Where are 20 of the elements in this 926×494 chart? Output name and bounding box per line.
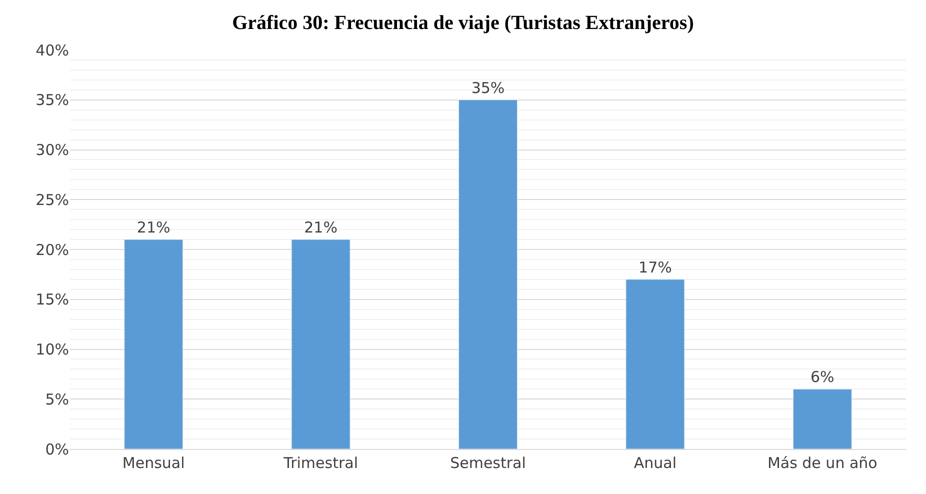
x-tick-label: Semestral <box>450 454 526 472</box>
y-tick-label: 0% <box>45 440 69 458</box>
y-tick-label: 40% <box>36 41 69 60</box>
data-label: 21% <box>304 218 338 237</box>
data-label: 21% <box>136 218 170 237</box>
x-tick-label: Más de un año <box>767 454 878 472</box>
y-tick-label: 35% <box>36 91 69 110</box>
y-tick-label: 5% <box>45 390 69 408</box>
x-tick-label: Trimestral <box>282 454 358 472</box>
data-label: 17% <box>638 258 672 276</box>
x-tick-label: Anual <box>634 454 677 472</box>
y-tick-label: 25% <box>36 190 69 209</box>
y-tick-label: 10% <box>36 340 69 358</box>
data-label: 6% <box>810 368 834 386</box>
chart-title: Gráfico 30: Frecuencia de viaje (Turistas Extranjeros) <box>232 12 694 34</box>
x-tick-label: Mensual <box>122 454 185 472</box>
y-tick-label: 15% <box>36 290 69 309</box>
y-tick-label: 20% <box>36 240 69 259</box>
data-label: 35% <box>471 78 505 97</box>
y-tick-label: 30% <box>36 141 69 159</box>
